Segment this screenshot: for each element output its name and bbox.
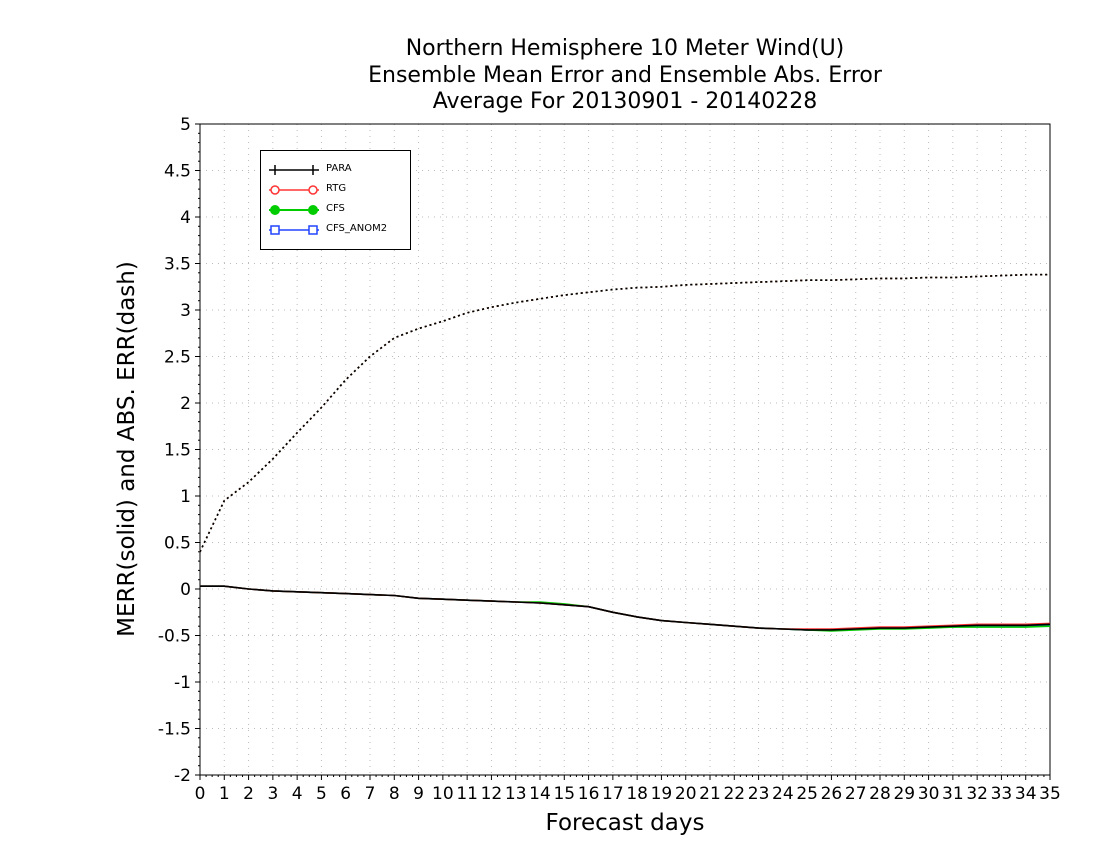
legend-item-para: PARA bbox=[267, 162, 407, 178]
x-tick-label: 1 bbox=[219, 784, 230, 804]
x-tick-label: 0 bbox=[195, 784, 206, 804]
x-tick-label: 5 bbox=[316, 784, 327, 804]
y-tick-label: 3.5 bbox=[164, 255, 191, 275]
y-tick-label: -1.5 bbox=[158, 720, 191, 740]
x-tick-label: 30 bbox=[918, 784, 940, 804]
x-tick-label: 2 bbox=[243, 784, 254, 804]
x-tick-label: 28 bbox=[869, 784, 891, 804]
x-tick-label: 34 bbox=[1015, 784, 1037, 804]
chart-title-line-3: Average For 20130901 - 20140228 bbox=[432, 89, 818, 114]
x-tick-label: 24 bbox=[772, 784, 794, 804]
x-tick-label: 3 bbox=[267, 784, 278, 804]
x-tick-label: 21 bbox=[699, 784, 721, 804]
x-tick-label: 25 bbox=[796, 784, 818, 804]
legend-label-cfs-anom2: CFS_ANOM2 bbox=[326, 223, 388, 234]
legend-label-para: PARA bbox=[326, 163, 352, 174]
chart-legend: PARA RTG CFS CFS_ANOM2 bbox=[260, 150, 411, 250]
x-tick-label: 19 bbox=[651, 784, 673, 804]
x-tick-label: 18 bbox=[626, 784, 648, 804]
x-tick-label: 27 bbox=[845, 784, 867, 804]
x-tick-label: 20 bbox=[675, 784, 697, 804]
y-tick-label: 5 bbox=[180, 115, 191, 135]
y-tick-label: 2 bbox=[180, 394, 191, 414]
y-tick-label: 1 bbox=[180, 487, 191, 507]
x-tick-label: 23 bbox=[748, 784, 770, 804]
legend-item-cfs-anom2: CFS_ANOM2 bbox=[267, 222, 407, 238]
x-tick-label: 33 bbox=[991, 784, 1013, 804]
x-tick-label: 13 bbox=[505, 784, 527, 804]
legend-label-cfs: CFS bbox=[326, 203, 345, 214]
legend-swatch-cfs bbox=[269, 205, 319, 215]
x-tick-label: 14 bbox=[529, 784, 551, 804]
legend-item-cfs: CFS bbox=[267, 202, 407, 218]
y-tick-label: 0.5 bbox=[164, 534, 191, 554]
y-axis-label: MERR(solid) and ABS. ERR(dash) bbox=[114, 261, 140, 637]
x-tick-label: 11 bbox=[456, 784, 478, 804]
y-tick-label: 2.5 bbox=[164, 348, 191, 368]
series-merr-line-para bbox=[200, 585, 1051, 631]
y-tick-label: 4.5 bbox=[164, 162, 191, 182]
x-tick-label: 16 bbox=[578, 784, 600, 804]
series-abs-err-line-rtg bbox=[199, 273, 1050, 553]
legend-item-rtg: RTG bbox=[267, 182, 407, 198]
x-tick-label: 35 bbox=[1039, 784, 1061, 804]
y-tick-label: 4 bbox=[180, 208, 191, 228]
legend-label-rtg: RTG bbox=[326, 183, 347, 194]
x-tick-label: 15 bbox=[553, 784, 575, 804]
chart-title-line-2: Ensemble Mean Error and Ensemble Abs. Er… bbox=[368, 63, 882, 88]
legend-swatch-para bbox=[269, 165, 319, 175]
y-tick-label: -0.5 bbox=[158, 627, 191, 647]
y-tick-label: -2 bbox=[174, 766, 191, 786]
chart-title-line-1: Northern Hemisphere 10 Meter Wind(U) bbox=[405, 36, 845, 61]
x-tick-label: 29 bbox=[893, 784, 915, 804]
x-tick-label: 10 bbox=[432, 784, 454, 804]
x-tick-label: 7 bbox=[365, 784, 376, 804]
series-abs-err-line-cfs_anom2 bbox=[199, 273, 1050, 553]
series-abs-err-line-cfs bbox=[199, 273, 1050, 553]
series-abs-err-line-para bbox=[199, 273, 1050, 553]
y-tick-label: 3 bbox=[180, 301, 191, 321]
x-tick-label: 4 bbox=[292, 784, 303, 804]
legend-swatch-cfs-anom2 bbox=[269, 225, 319, 235]
x-tick-label: 9 bbox=[413, 784, 424, 804]
x-tick-label: 32 bbox=[966, 784, 988, 804]
y-tick-label: -1 bbox=[174, 673, 191, 693]
legend-swatch-rtg bbox=[269, 185, 319, 195]
y-tick-label: 1.5 bbox=[164, 441, 191, 461]
x-tick-label: 6 bbox=[340, 784, 351, 804]
x-tick-label: 31 bbox=[942, 784, 964, 804]
x-tick-label: 17 bbox=[602, 784, 624, 804]
x-tick-label: 8 bbox=[389, 784, 400, 804]
x-tick-label: 26 bbox=[821, 784, 843, 804]
x-axis-label: Forecast days bbox=[545, 810, 705, 836]
x-tick-label: 12 bbox=[481, 784, 503, 804]
y-tick-label: 0 bbox=[180, 580, 191, 600]
x-tick-label: 22 bbox=[723, 784, 745, 804]
